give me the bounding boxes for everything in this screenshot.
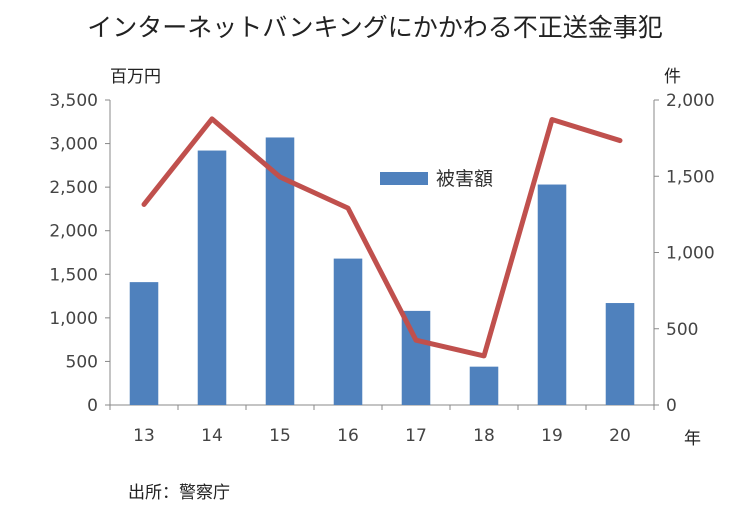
left-tick-label: 500 — [66, 352, 98, 372]
x-tick-label: 19 — [541, 426, 563, 446]
left-tick-label: 1,500 — [49, 265, 98, 285]
left-tick-label: 3,500 — [49, 91, 98, 111]
source-note: 出所：警察庁 — [128, 483, 230, 503]
right-axis-unit: 件 — [664, 67, 681, 87]
left-tick-label: 2,000 — [49, 222, 98, 242]
left-tick-label: 3,000 — [49, 135, 98, 155]
left-tick-label: 0 — [87, 396, 98, 416]
left-tick-label: 1,000 — [49, 309, 98, 329]
legend-label: 被害額 — [436, 168, 493, 190]
legend-swatch — [380, 172, 428, 185]
bar — [537, 184, 567, 405]
x-tick-label: 14 — [201, 426, 223, 446]
x-tick-label: 16 — [337, 426, 359, 446]
bar — [129, 282, 159, 405]
right-tick-label: 2,000 — [666, 91, 715, 111]
x-axis-unit: 年 — [684, 429, 701, 449]
left-axis-unit: 百万円 — [110, 67, 161, 87]
x-tick-label: 20 — [609, 426, 631, 446]
bar — [469, 366, 499, 405]
right-tick-label: 0 — [666, 396, 677, 416]
right-tick-label: 1,500 — [666, 167, 715, 187]
bar — [605, 303, 635, 405]
x-tick-label: 17 — [405, 426, 427, 446]
right-tick-label: 1,000 — [666, 244, 715, 264]
bar — [197, 150, 227, 405]
series-line — [141, 116, 623, 359]
right-tick-label: 500 — [666, 320, 698, 340]
left-tick-label: 2,500 — [49, 178, 98, 198]
bar — [333, 258, 363, 405]
x-tick-label: 13 — [133, 426, 155, 446]
x-tick-label: 15 — [269, 426, 291, 446]
x-tick-label: 18 — [473, 426, 495, 446]
chart-title: インターネットバンキングにかかわる不正送金事犯 — [87, 13, 663, 42]
